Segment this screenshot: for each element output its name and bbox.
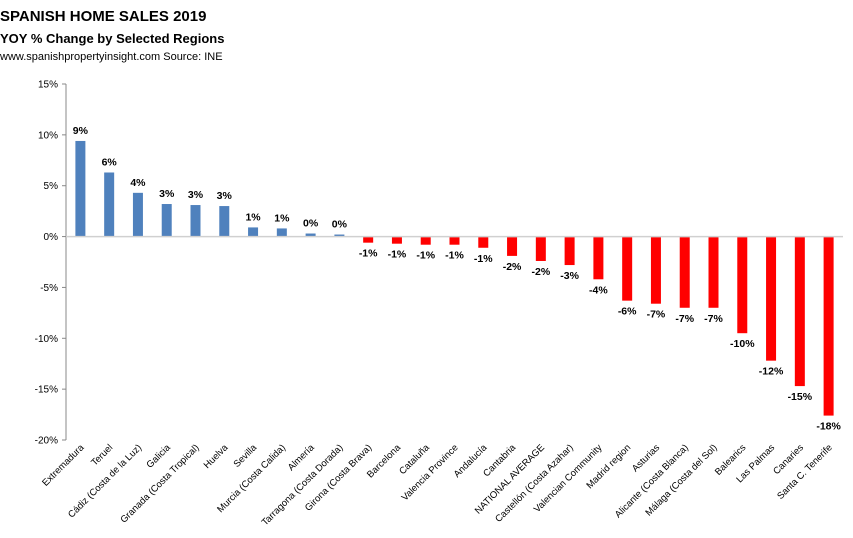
bar bbox=[650, 236, 661, 304]
x-tick-label: Extremadura bbox=[40, 442, 87, 489]
y-axis: 15% 10% 5% 0% -5% -10% -15% -20% bbox=[35, 80, 67, 447]
bar bbox=[276, 228, 287, 237]
data-labels: 9% 6% 4% 3% 3% 3% 1% 1% 0% 0% -1% -1% -1% -1% -1% -2% -2… bbox=[73, 125, 842, 433]
y-tick-label: 10% bbox=[38, 130, 58, 141]
bar bbox=[478, 236, 489, 248]
bar bbox=[305, 233, 316, 237]
bar bbox=[391, 236, 402, 244]
data-label: 6% bbox=[102, 156, 118, 168]
data-label: 3% bbox=[159, 188, 175, 200]
bar bbox=[507, 236, 518, 256]
bar bbox=[766, 236, 777, 361]
chart-title: SPANISH HOME SALES 2019 bbox=[0, 8, 207, 25]
y-tick-label: 5% bbox=[44, 181, 59, 192]
data-label: -1% bbox=[416, 250, 435, 262]
bar bbox=[248, 227, 259, 237]
data-label: -1% bbox=[474, 253, 493, 265]
y-tick-label: -10% bbox=[35, 334, 58, 345]
data-label: -1% bbox=[388, 249, 407, 261]
bar bbox=[363, 236, 374, 243]
bar bbox=[132, 192, 143, 237]
bar bbox=[75, 140, 86, 237]
data-label: -7% bbox=[704, 313, 723, 325]
bar bbox=[737, 236, 748, 334]
bar bbox=[535, 236, 546, 261]
data-label: 3% bbox=[188, 189, 204, 201]
bar bbox=[449, 236, 460, 245]
bar bbox=[420, 236, 431, 245]
bar bbox=[219, 206, 230, 237]
data-label: -1% bbox=[445, 250, 464, 262]
data-label: 4% bbox=[130, 177, 146, 189]
x-tick-label: Santa C. Tenerife bbox=[775, 442, 835, 502]
data-label: -2% bbox=[503, 261, 522, 273]
data-label: -7% bbox=[675, 313, 694, 325]
chart-subtitle: YOY % Change by Selected Regions bbox=[0, 31, 225, 46]
data-label: 0% bbox=[332, 219, 348, 231]
bar bbox=[622, 236, 633, 301]
data-label: 0% bbox=[303, 218, 319, 230]
y-tick-label: -15% bbox=[35, 385, 58, 396]
y-tick-label: 15% bbox=[38, 80, 58, 91]
data-label: -12% bbox=[759, 366, 784, 378]
data-label: -2% bbox=[531, 266, 550, 278]
bar bbox=[679, 236, 690, 308]
bar bbox=[161, 204, 172, 237]
data-label: 1% bbox=[245, 211, 261, 223]
y-tick-label: -20% bbox=[35, 436, 58, 447]
data-label: -4% bbox=[589, 284, 608, 296]
chart-source: www.spanishpropertyinsight.com Source: I… bbox=[0, 51, 223, 63]
bar bbox=[708, 236, 719, 308]
y-tick-label: -5% bbox=[40, 283, 58, 294]
x-tick-label: Huelva bbox=[202, 442, 231, 471]
x-tick-label: Teruel bbox=[89, 442, 115, 468]
y-tick-label: 0% bbox=[44, 232, 59, 243]
data-label: -7% bbox=[647, 309, 666, 321]
data-label: 9% bbox=[73, 125, 89, 137]
bar bbox=[794, 236, 805, 387]
bars bbox=[75, 140, 834, 416]
data-label: -6% bbox=[618, 306, 637, 318]
data-label: 3% bbox=[217, 190, 233, 202]
bar bbox=[104, 172, 115, 237]
bar bbox=[593, 236, 604, 280]
bar bbox=[334, 234, 345, 237]
data-label: -10% bbox=[730, 338, 755, 350]
bar bbox=[190, 205, 201, 237]
data-label: -1% bbox=[359, 248, 378, 260]
data-label: -18% bbox=[816, 421, 841, 433]
bar bbox=[823, 236, 834, 416]
bar bbox=[564, 236, 575, 266]
data-label: -15% bbox=[788, 391, 813, 403]
data-label: 1% bbox=[274, 212, 290, 224]
data-label: -3% bbox=[560, 270, 579, 282]
